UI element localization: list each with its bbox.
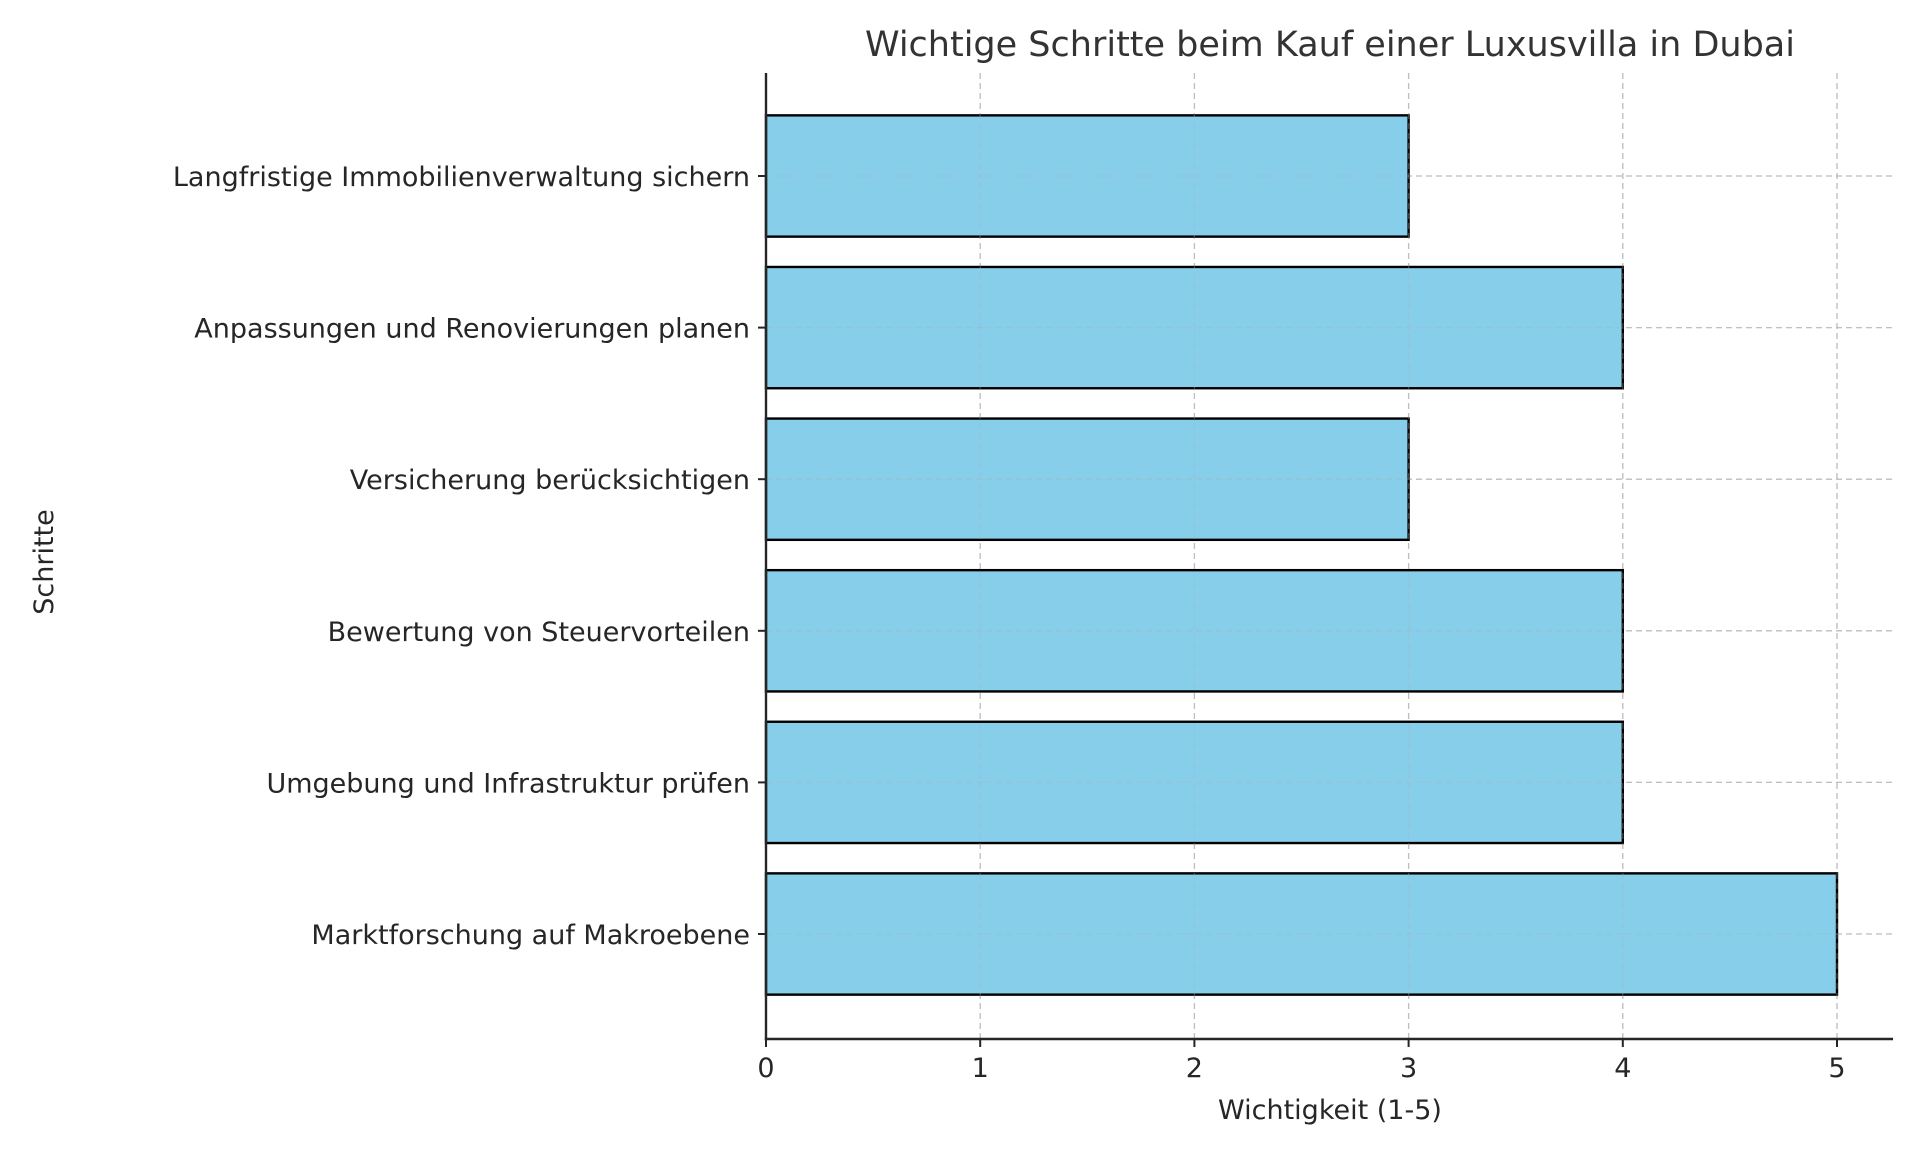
bar — [764, 417, 1410, 542]
bars — [764, 73, 1893, 1039]
bar — [764, 114, 1410, 238]
x-tick-label: 5 — [1828, 1053, 1845, 1084]
category-label: Anpassungen und Renovierungen planen — [194, 314, 750, 345]
y-axis-label: Schritte — [29, 509, 60, 614]
x-axis-label: Wichtigkeit (1-5) — [1218, 1095, 1442, 1126]
x-tick-label: 2 — [1186, 1053, 1203, 1084]
category-label: Versicherung berücksichtigen — [350, 465, 750, 496]
category-label: Umgebung und Infrastruktur prüfen — [266, 768, 750, 799]
chart-title: Wichtige Schritte beim Kauf einer Luxusv… — [865, 25, 1795, 65]
x-axis-ticks: 0 1 2 3 4 5 — [757, 1039, 1846, 1084]
x-tick-label: 4 — [1614, 1053, 1631, 1084]
bar — [764, 568, 1624, 693]
category-label: Bewertung von Steuervorteilen — [328, 617, 750, 648]
bar — [764, 720, 1624, 845]
category-label: Langfristige Immobilienverwaltung sicher… — [173, 162, 750, 193]
category-label: Marktforschung auf Makroebene — [311, 920, 750, 951]
x-tick-label: 0 — [757, 1053, 774, 1084]
bar — [764, 265, 1624, 390]
axes — [764, 73, 1893, 1041]
y-axis-ticks: Marktforschung auf Makroebene Umgebung un… — [173, 162, 766, 951]
x-tick-label: 1 — [972, 1053, 989, 1084]
x-tick-label: 3 — [1400, 1053, 1417, 1084]
